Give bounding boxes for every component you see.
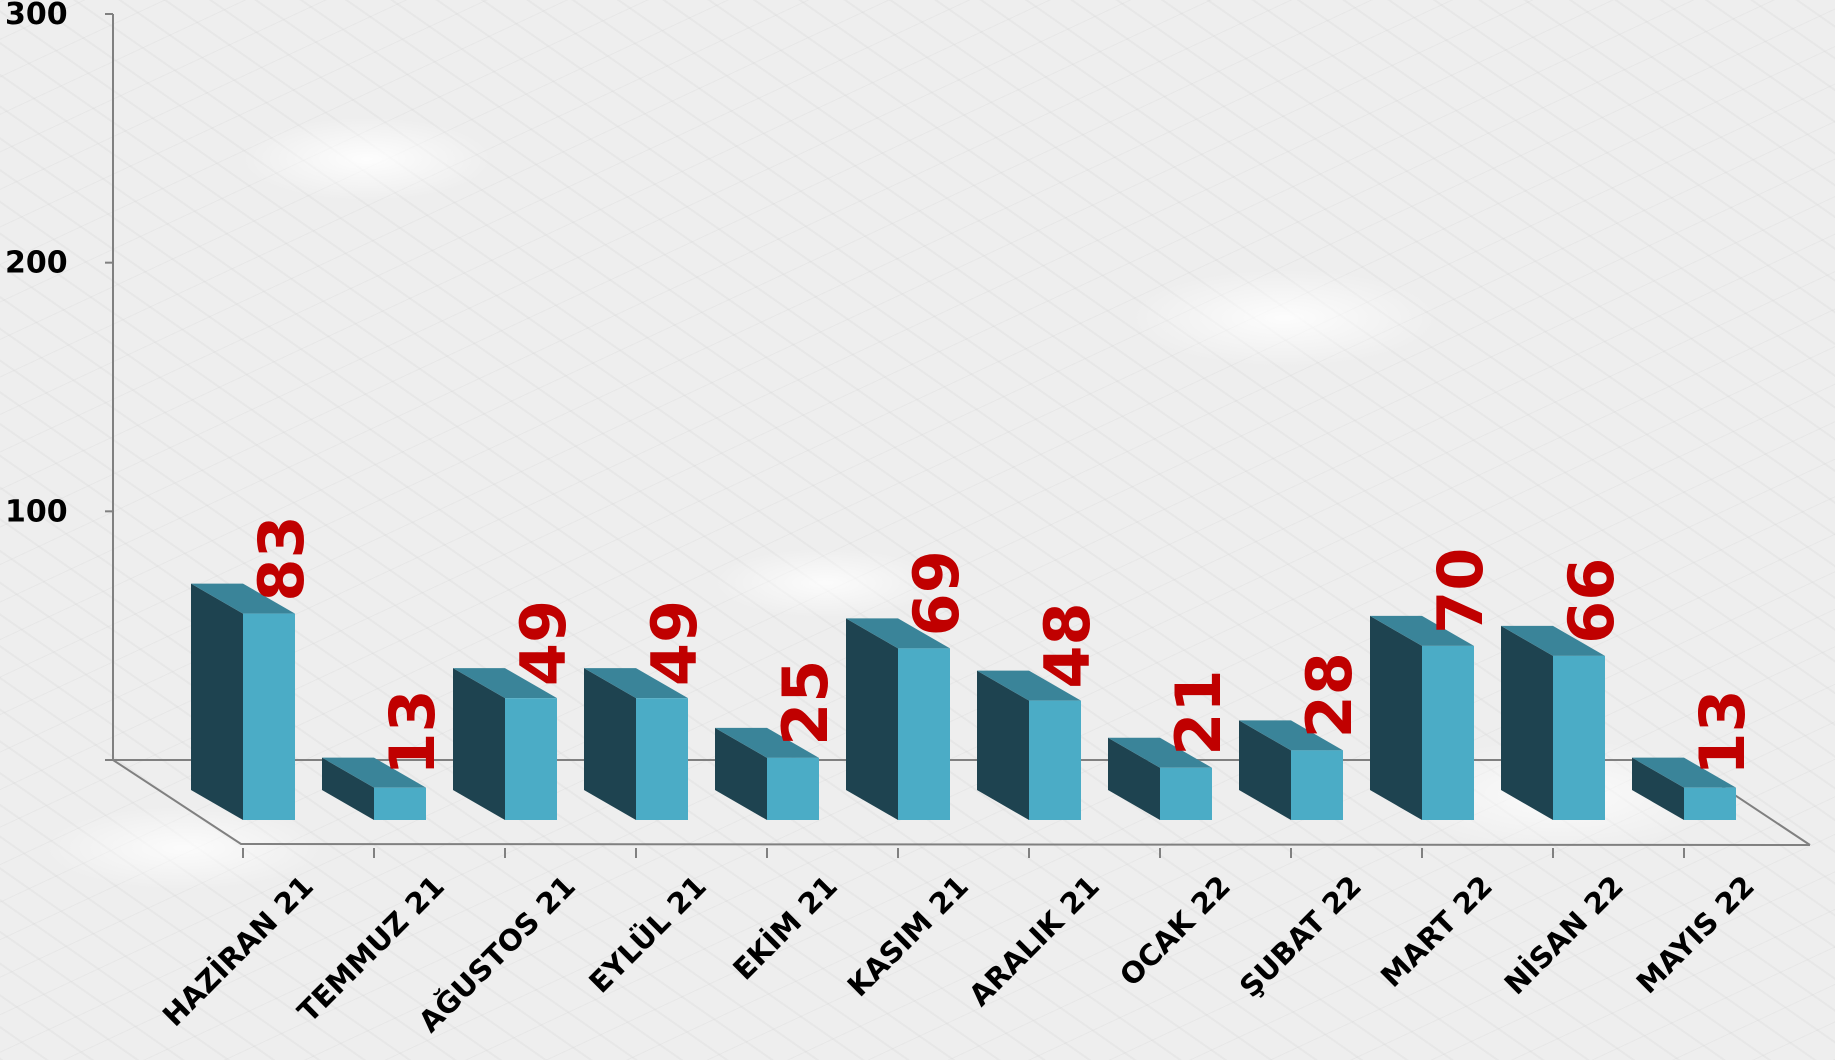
bar-top-face [1108,737,1212,768]
bar-front-face [1553,655,1605,820]
bar-top-face [846,618,950,649]
x-axis-label: ŞUBAT 22 [1233,869,1368,1004]
bar-top-face [453,668,557,699]
bar [453,668,557,820]
data-label: 21 [1162,669,1235,755]
bar-top-face [977,670,1081,701]
x-axis-label: MAYIS 22 [1630,869,1761,1000]
bar-side-face [191,583,243,820]
bar-side-face [1632,757,1684,820]
data-label: 49 [507,600,580,686]
bar-front-face [374,787,426,820]
data-label: 13 [376,689,449,775]
bar-front-face [1422,645,1474,820]
bar-side-face [453,668,505,820]
bar [1501,625,1605,820]
data-label: 49 [638,600,711,686]
bar-side-face [1239,720,1291,820]
x-axis-label: EKİM 21 [726,869,844,987]
bar-front-face [898,648,950,820]
bar-front-face [1029,700,1081,820]
x-axis-label: OCAK 22 [1113,869,1237,993]
bar-front-face [505,698,557,820]
bar-top-face [1632,757,1736,788]
data-label: 25 [769,660,842,746]
bar [846,618,950,820]
y-axis-tick-labels: 300 200 100 [5,0,68,529]
bar-top-face [584,668,688,699]
data-label: 66 [1555,558,1628,644]
data-label: 70 [1424,548,1497,634]
bar [977,670,1081,820]
bar-side-face [715,727,767,820]
x-axis-label: KASIM 21 [841,869,975,1003]
bar [322,757,426,820]
bar [1370,615,1474,820]
bar-side-face [1501,625,1553,820]
bar-front-face [1684,787,1736,820]
bar [1108,737,1212,820]
y-tick-label: 200 [5,246,68,281]
bar [584,668,688,820]
bar-front-face [767,757,819,820]
data-label: 69 [900,550,973,636]
bar-side-face [584,668,636,820]
bar-front-face [1160,767,1212,820]
y-tick-label: 300 [5,0,68,32]
data-label: 13 [1686,689,1759,775]
bar-side-face [846,618,898,820]
bar-top-face [191,583,295,614]
bar [191,583,295,820]
bar-side-face [1370,615,1422,820]
bar-top-face [1370,615,1474,646]
x-axis-label: EYLÜL 21 [582,869,713,1000]
bar-top-face [715,727,819,758]
bar-side-face [977,670,1029,820]
x-axis-label: MART 22 [1374,869,1499,994]
data-label: 48 [1031,602,1104,688]
bar [715,727,819,820]
bar-side-face [322,757,374,820]
bar-top-face [322,757,426,788]
data-labels: 83 13 49 49 25 69 48 21 28 70 66 13 [245,515,1759,775]
bar [1239,720,1343,820]
bar-front-face [1291,750,1343,820]
bar-series [191,583,1736,820]
bar-top-face [1501,625,1605,656]
bar-front-face [636,698,688,820]
data-label: 28 [1293,652,1366,738]
bar [1632,757,1736,820]
x-axis-label: ARALIK 21 [962,869,1106,1013]
bar-front-face [243,613,295,820]
x-axis-label: NİSAN 22 [1498,869,1630,1001]
data-label: 83 [245,515,318,601]
y-tick-label: 100 [5,494,68,529]
bar-top-face [1239,720,1343,751]
bar-side-face [1108,737,1160,820]
